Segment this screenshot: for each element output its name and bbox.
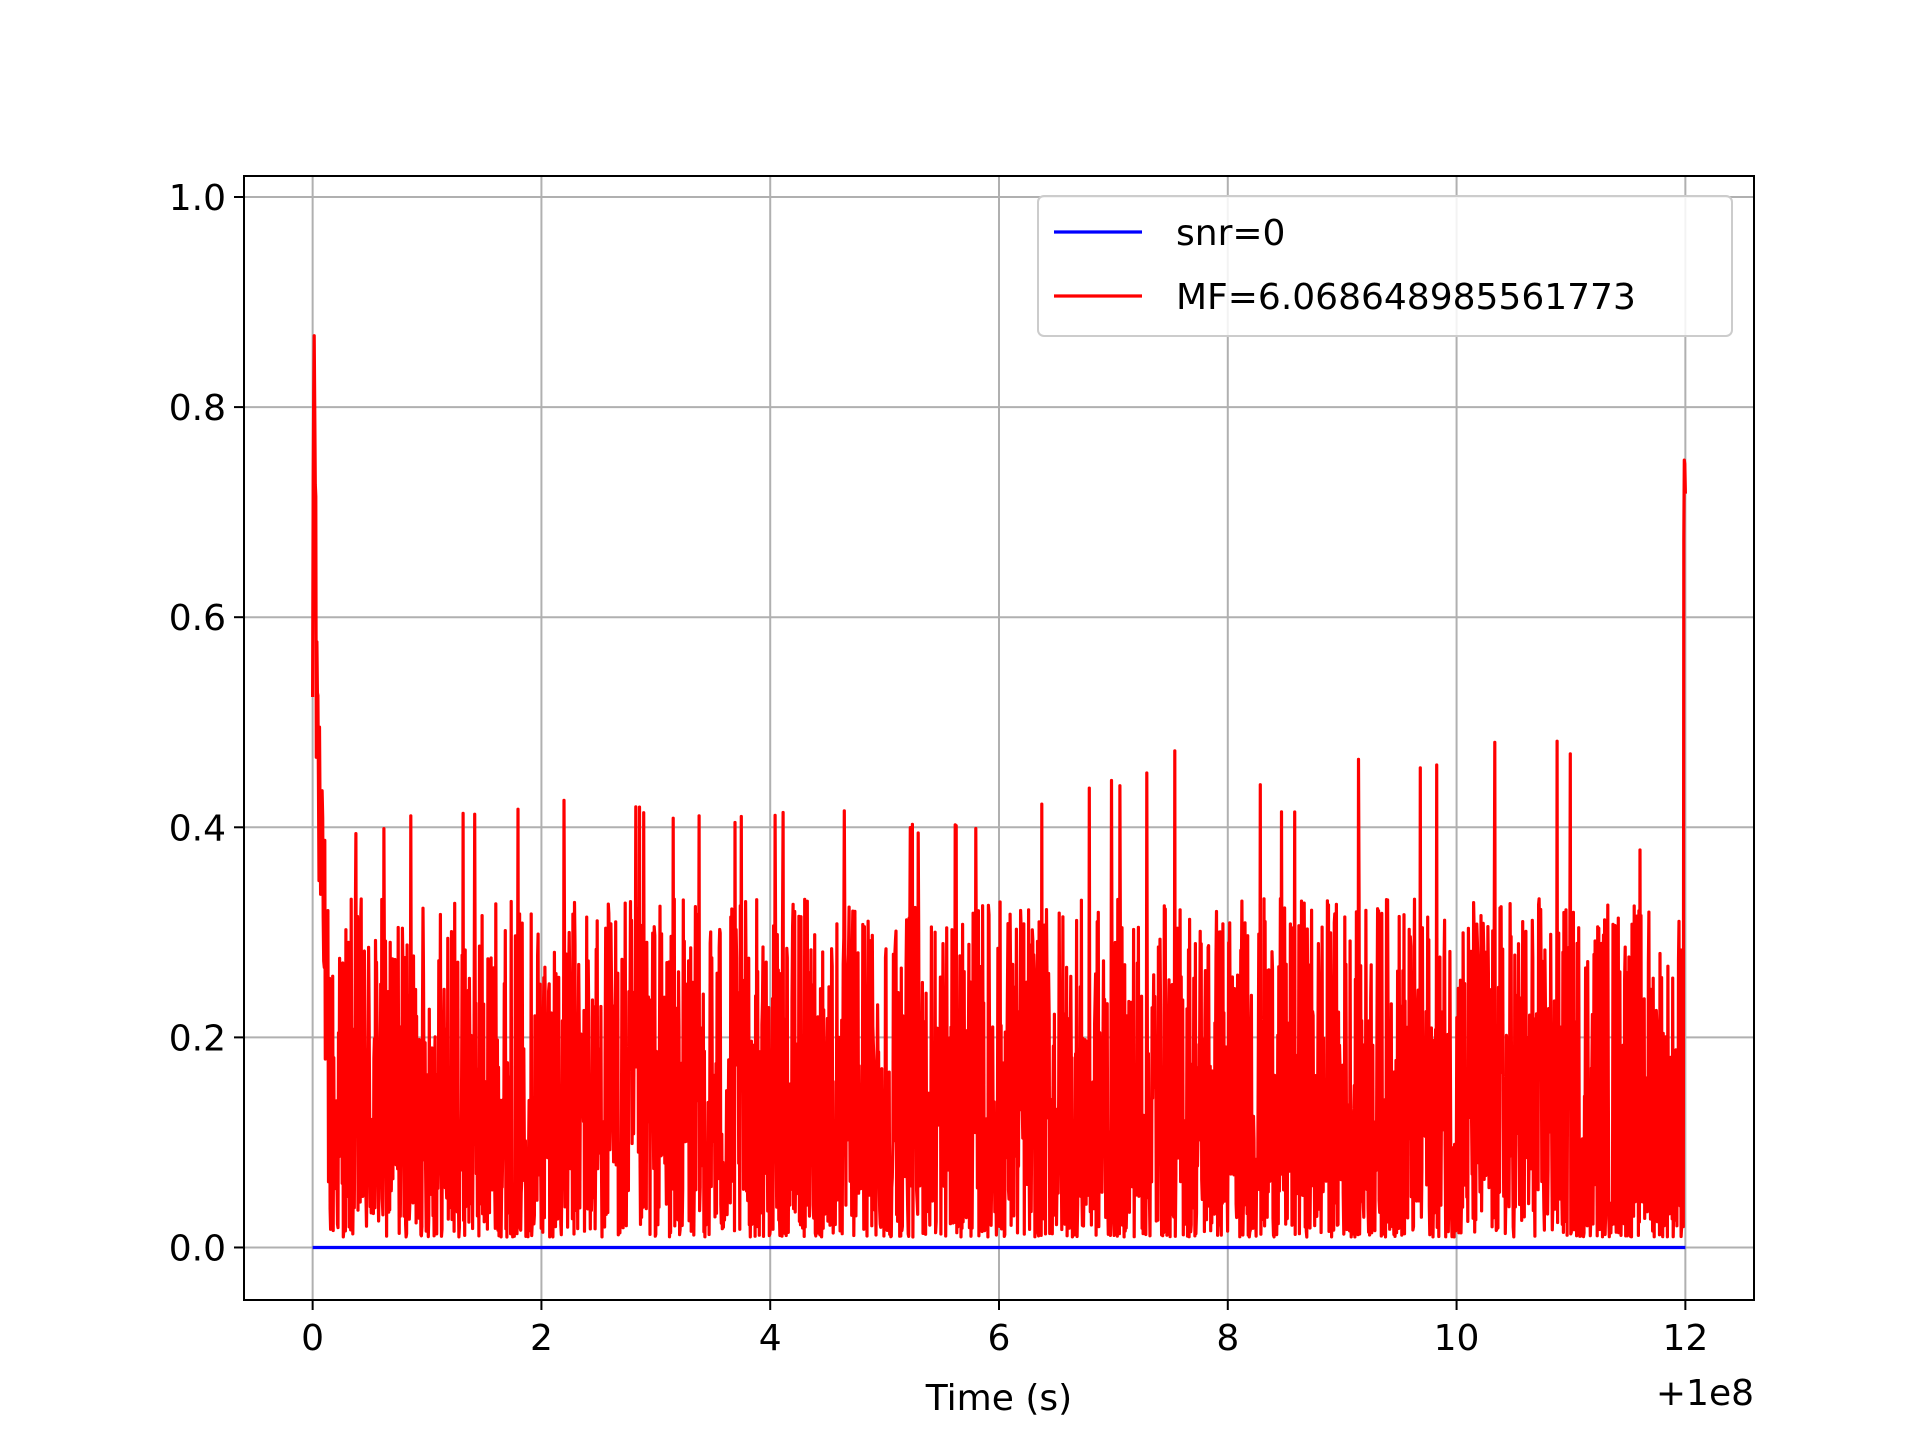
x-tick-label: 2 [530, 1318, 553, 1359]
legend-label: MF=6.068648985561773 [1176, 277, 1636, 318]
y-tick-label: 0.6 [169, 598, 226, 639]
x-axis-label: Time (s) [925, 1378, 1072, 1419]
y-tick-label: 0.2 [169, 1018, 226, 1059]
legend: snr=0 MF=6.068648985561773 [1037, 195, 1733, 337]
plot-series [311, 334, 1687, 1250]
axis-ticks: 0 2 4 6 8 10 12 0.0 0.2 0.4 0.6 0.8 1.0 [169, 178, 1709, 1359]
x-tick-label: 6 [988, 1318, 1011, 1359]
x-axis-offset-label: +1e8 [1656, 1373, 1754, 1414]
legend-box [1037, 195, 1733, 337]
x-tick-label: 10 [1434, 1318, 1480, 1359]
x-tick-label: 4 [759, 1318, 782, 1359]
x-tick-label: 8 [1216, 1318, 1239, 1359]
y-tick-label: 0.8 [169, 388, 226, 429]
y-tick-label: 1.0 [169, 178, 226, 219]
x-tick-label: 0 [301, 1318, 324, 1359]
x-tick-label: 12 [1662, 1318, 1708, 1359]
legend-label: snr=0 [1176, 213, 1285, 254]
series-line-mf [311, 334, 1687, 1239]
y-tick-label: 0.0 [169, 1228, 226, 1269]
y-tick-label: 0.4 [169, 808, 226, 849]
